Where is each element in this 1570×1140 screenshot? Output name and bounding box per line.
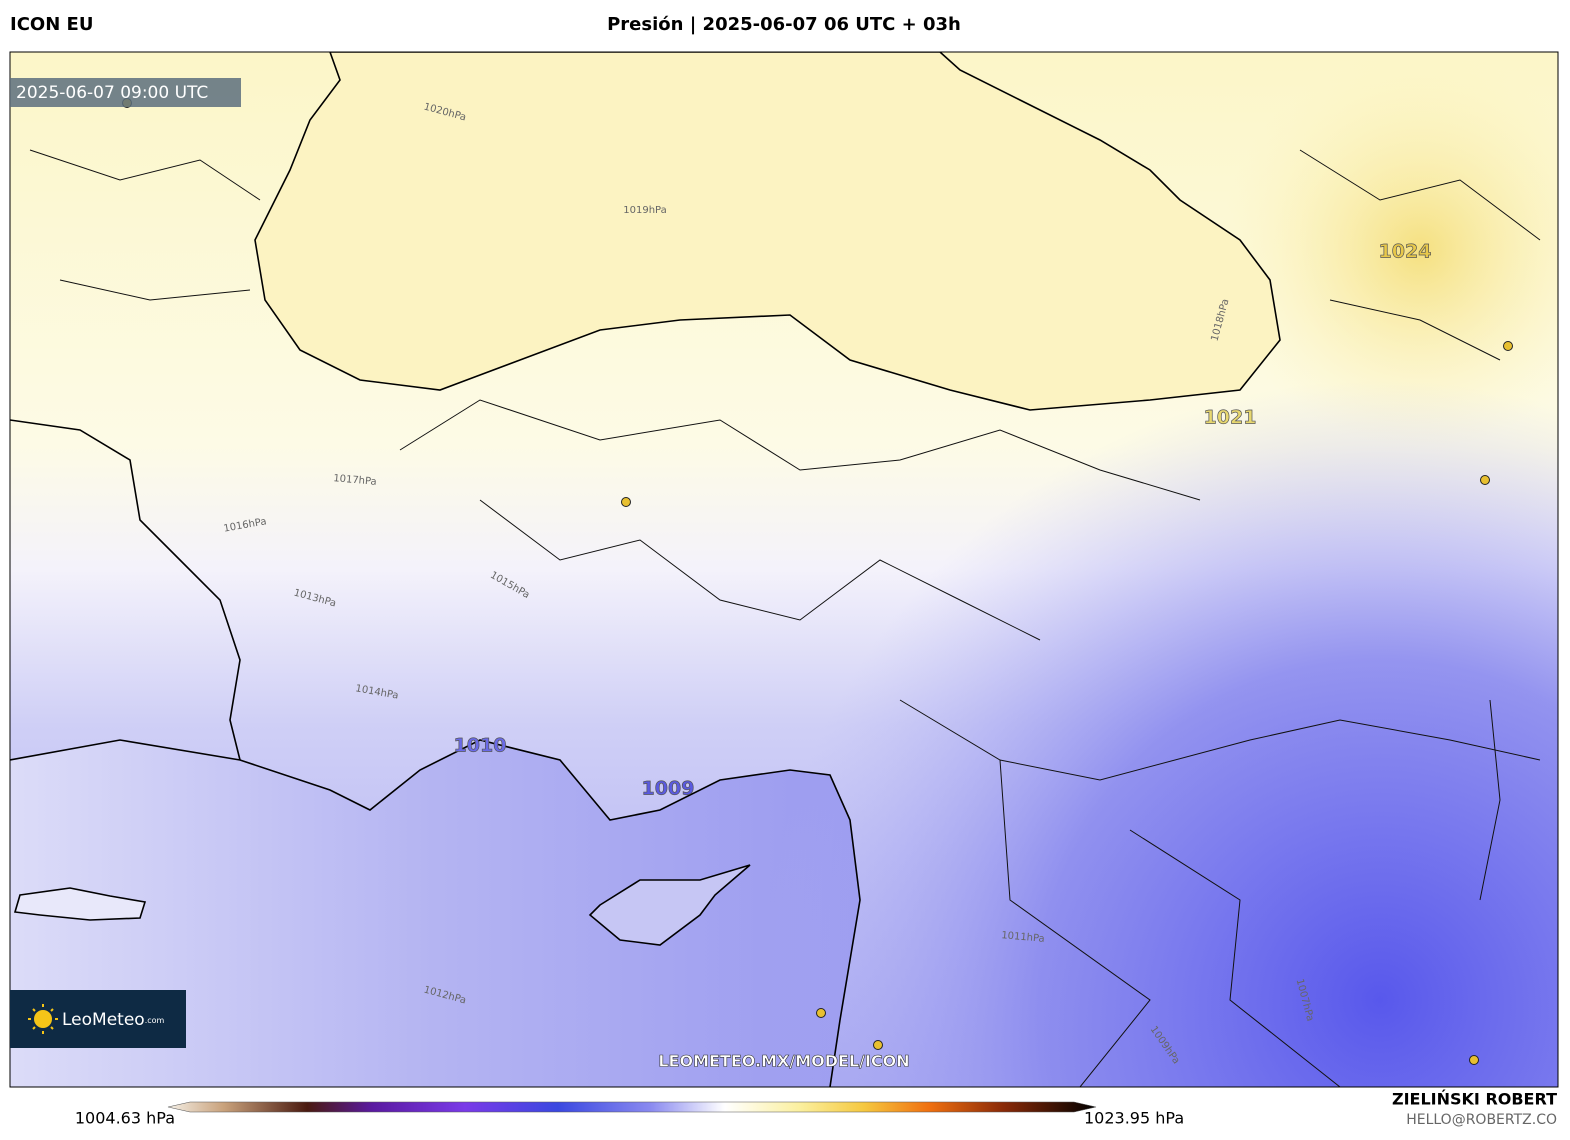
- pressure-center: 1024: [1379, 241, 1432, 263]
- pressure-center: 1009: [642, 778, 695, 800]
- watermark: LEOMETEO.MX/MODEL/ICON: [658, 1052, 909, 1071]
- aegean-coast: [10, 419, 241, 761]
- city-dot: [873, 1040, 883, 1050]
- logo: LeoMeteo.com: [10, 990, 186, 1048]
- title: Presión | 2025-06-07 06 UTC + 03h: [607, 14, 961, 35]
- coastline: [10, 739, 861, 1087]
- timestamp: 2025-06-07 09:00 UTC: [16, 83, 208, 103]
- city-dot: [1503, 341, 1513, 351]
- colorbar-min: 1004.63 hPa: [75, 1109, 175, 1128]
- black-sea: [254, 52, 1281, 411]
- contact: HELLO@ROBERTZ.CO: [1406, 1112, 1557, 1128]
- logo-text: LeoMeteo.com: [62, 1010, 165, 1030]
- pressure-centers: 1024 1021 1010 1009: [453, 240, 1432, 800]
- colorbar-max: 1023.95 hPa: [1084, 1109, 1184, 1128]
- city-dot: [816, 1008, 826, 1018]
- isobar-label: 1011hPa: [1001, 930, 1045, 945]
- map-frame: [9, 51, 1559, 1088]
- isobar-label: 1019hPa: [623, 205, 667, 216]
- timestamp-box: [10, 78, 241, 107]
- logo-sun: [34, 1010, 52, 1028]
- pressure-center: 1021: [1204, 407, 1257, 429]
- crete: [13, 887, 147, 921]
- city-dot: [1469, 1055, 1479, 1065]
- borders: [29, 149, 1541, 1087]
- pressure-center: 1010: [454, 735, 507, 757]
- logo-rays: [28, 1004, 58, 1034]
- author: ZIELIŃSKI ROBERT: [1392, 1090, 1557, 1109]
- city-dot: [1480, 475, 1490, 485]
- cyprus: [588, 864, 751, 946]
- colorbar-ramp: [167, 1101, 1097, 1113]
- isobar-label: 1017hPa: [333, 473, 377, 488]
- model-name: ICON EU: [10, 14, 93, 35]
- city-dot: [621, 497, 631, 507]
- colorbar: [167, 1101, 1097, 1113]
